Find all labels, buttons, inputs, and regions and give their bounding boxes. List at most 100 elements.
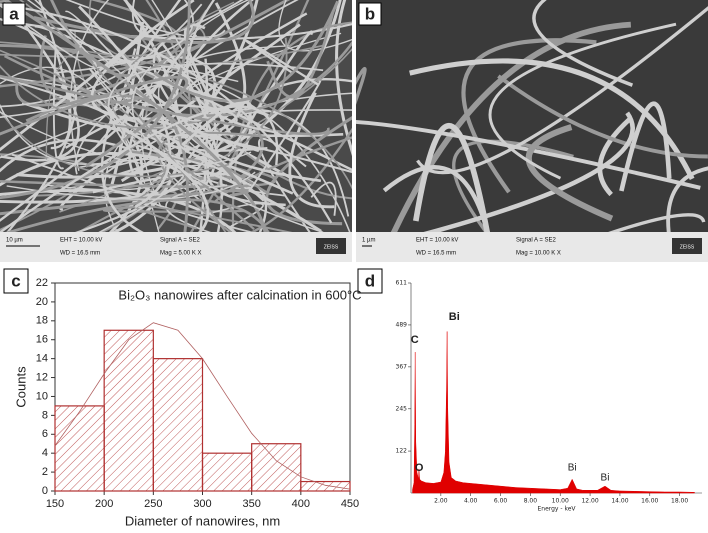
fiber (356, 67, 367, 105)
fiber (310, 181, 337, 216)
fiber (497, 74, 708, 159)
y-tick-label: 16 (36, 334, 48, 346)
spectrum (412, 331, 695, 494)
fiber (0, 66, 160, 232)
fibers (356, 0, 708, 232)
fibers (0, 0, 352, 232)
y-tick-label: 10 (36, 390, 48, 402)
fiber (488, 22, 677, 180)
fiber (3, 41, 352, 118)
panel-letter-box (357, 268, 383, 294)
peak-label: Bi (568, 463, 577, 474)
sem-image (0, 0, 352, 232)
fiber (134, 204, 293, 232)
fiber (288, 91, 335, 209)
peak-label: C (411, 334, 419, 346)
fiber (608, 213, 706, 232)
x-axis-label: Energy - keV (537, 506, 576, 513)
y-tick-label: 18 (36, 315, 48, 327)
logo-box (316, 238, 346, 254)
fiber (131, 0, 244, 37)
panel-letter-box (3, 268, 29, 294)
sem-signal: Signal A = SE2 (160, 238, 201, 244)
x-tick-label: 12.00 (581, 498, 598, 505)
logo: ZEISS (680, 244, 695, 250)
panel-letter: a (9, 4, 19, 23)
y-axis-label: Counts (13, 366, 28, 408)
y-tick-label: 22 (36, 277, 48, 289)
y-tick-label: 122 (396, 448, 408, 455)
sem-wd: WD = 16.5 mm (416, 251, 456, 257)
fiber (134, 130, 224, 170)
fiber (52, 44, 65, 170)
x-tick-label: 10.00 (552, 498, 569, 505)
fiber (597, 117, 632, 197)
fit-curve (54, 322, 351, 490)
fiber (0, 0, 80, 162)
fiber (423, 111, 635, 232)
fiber (69, 0, 110, 172)
panel-letter-box (2, 2, 26, 26)
x-tick-label: 6.00 (494, 498, 508, 505)
fiber (137, 117, 294, 195)
fiber (382, 165, 490, 232)
y-tick-label: 0 (42, 485, 48, 497)
fiber (413, 123, 490, 232)
x-axis-label: Diameter of nanowires, nm (125, 513, 280, 528)
logo: ZEISS (324, 244, 339, 250)
y-tick-label: 489 (396, 321, 408, 328)
x-tick-label: 200 (95, 498, 113, 510)
y-tick-label: 8 (42, 409, 48, 421)
fiber (409, 58, 695, 180)
panel-letter: d (365, 271, 375, 290)
bar (152, 358, 204, 492)
fiber (226, 30, 313, 158)
y-tick-label: 12 (36, 371, 48, 383)
sem-eht: EHT = 10.00 kV (416, 238, 458, 244)
fiber (174, 0, 322, 183)
fiber (33, 0, 255, 44)
fiber (78, 5, 172, 209)
x-tick-label: 350 (242, 498, 260, 510)
fiber (390, 21, 632, 232)
y-tick-label: 4 (42, 447, 48, 459)
x-tick-label: 18.00 (671, 498, 688, 505)
fiber (249, 127, 352, 232)
fiber (185, 0, 279, 134)
chart-title: Bi₂O₃ nanowires after calcination in 600… (118, 287, 361, 302)
fiber (55, 0, 194, 74)
scale-bar-label: 10 µm (6, 238, 23, 244)
fiber (0, 24, 150, 152)
x-tick-label: 4.00 (464, 498, 478, 505)
bar (201, 452, 253, 492)
fiber (120, 0, 259, 183)
fiber (0, 105, 279, 232)
y-tick-label: 2 (42, 466, 48, 478)
x-tick-label: 300 (193, 498, 211, 510)
fiber (100, 0, 182, 232)
fiber (0, 3, 333, 224)
fiber (172, 133, 352, 187)
bar (54, 405, 105, 492)
scale-bar-label: 1 µm (362, 238, 375, 244)
sem-signal: Signal A = SE2 (516, 238, 557, 244)
fiber (199, 58, 209, 232)
fiber (165, 184, 228, 232)
peak-label: Bi (601, 473, 610, 484)
y-tick-label: 20 (36, 296, 48, 308)
x-tick-label: 8.00 (524, 498, 538, 505)
x-tick-label: 16.00 (641, 498, 658, 505)
fiber (15, 0, 291, 107)
y-tick-label: 6 (42, 428, 48, 440)
fiber (2, 0, 267, 232)
y-tick-label: 367 (396, 363, 408, 370)
fiber (45, 51, 114, 160)
fiber (0, 138, 217, 196)
fiber (248, 80, 322, 193)
panel-letter: c (11, 271, 20, 290)
peak-label: Bi (449, 311, 460, 323)
y-tick-label: 14 (36, 353, 48, 365)
info-bar (0, 232, 352, 262)
fiber (356, 119, 701, 190)
